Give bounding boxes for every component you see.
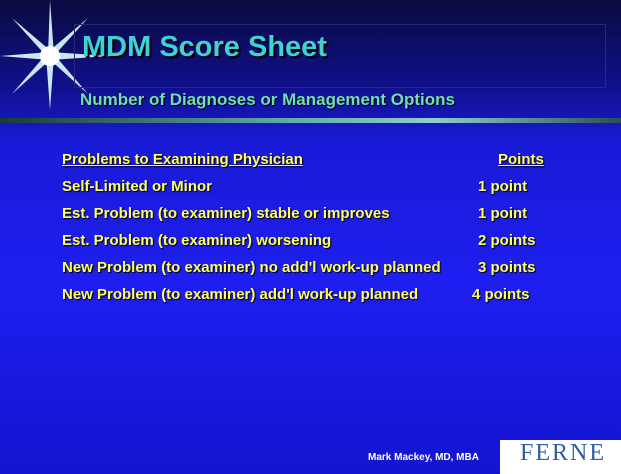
column-header: Points [498, 151, 544, 168]
column-header: Problems to Examining Physician [62, 151, 303, 168]
problem: Est. Problem (to examiner) worsening [62, 232, 332, 249]
problem: New Problem (to examiner) no add'l work-… [62, 259, 441, 276]
points: 1 point [478, 178, 528, 195]
points: 1 point [478, 205, 528, 222]
starburst [0, 0, 110, 110]
points: 4 points [472, 286, 530, 303]
slide-title: MDM Score Sheet [82, 31, 327, 63]
problem: Est. Problem (to examiner) stable or imp… [62, 205, 390, 222]
separator [0, 118, 621, 123]
problem: Self-Limited or Minor [62, 178, 212, 195]
logo-text: FERNE [520, 440, 607, 466]
author: Mark Mackey, MD, MBA [368, 452, 479, 463]
slide-subtitle: Number of Diagnoses or Management Option… [80, 90, 455, 109]
logo: FERNE [500, 440, 621, 474]
points: 2 points [478, 232, 536, 249]
points: 3 points [478, 259, 536, 276]
title-frame [74, 24, 606, 88]
problem: New Problem (to examiner) add'l work-up … [62, 286, 419, 303]
